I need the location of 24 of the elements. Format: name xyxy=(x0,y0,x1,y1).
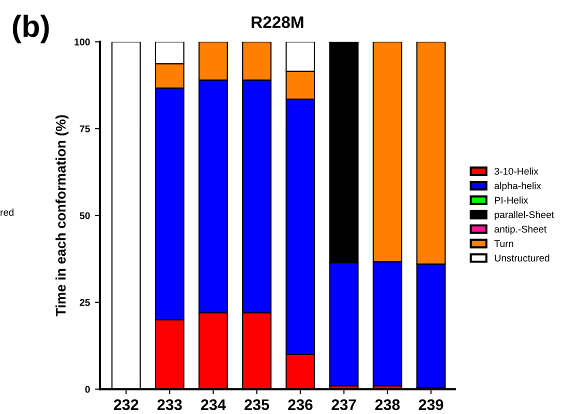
y-tick-label: 25 xyxy=(80,299,90,306)
x-tick-label: 239 xyxy=(418,399,444,410)
y-axis-title: Time in each conformation (%) xyxy=(56,115,68,316)
x-tick-label: 237 xyxy=(332,399,356,410)
legend-label: parallel-Sheet xyxy=(494,210,554,220)
text: (b) xyxy=(12,14,49,44)
text: red xyxy=(0,208,14,216)
x-tick-label: 235 xyxy=(244,399,270,410)
legend-label: antip.-Sheet xyxy=(494,225,547,235)
x-tick-label: 233 xyxy=(157,399,182,410)
y-tick-label: 50 xyxy=(80,212,90,220)
legend-label: alpha-helix xyxy=(494,182,542,192)
legend-label: Unstructured xyxy=(494,254,550,262)
chart-title: R228M xyxy=(252,16,304,28)
legend-label: 3-10-Helix xyxy=(494,168,538,175)
x-tick-label: 236 xyxy=(288,399,313,410)
legend-label: PI-Helix xyxy=(494,196,528,204)
y-tick-label: 100 xyxy=(74,38,90,46)
x-tick-label: 232 xyxy=(114,399,138,410)
x-tick-label: 238 xyxy=(375,399,400,410)
x-tick-label: 234 xyxy=(201,399,226,410)
y-tick-label: 0 xyxy=(85,386,90,393)
y-tick-label: 75 xyxy=(80,125,90,132)
legend-label: Turn xyxy=(494,240,514,248)
